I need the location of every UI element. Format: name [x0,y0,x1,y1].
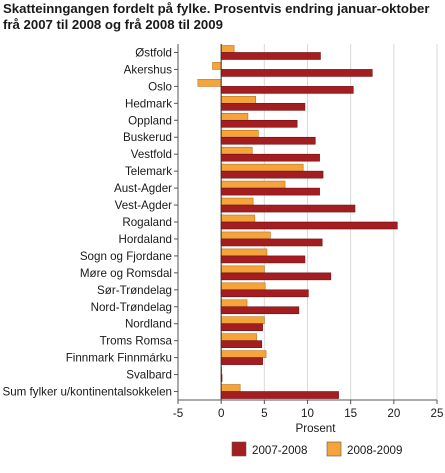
bar-2007-2008 [220,323,263,332]
x-tick-label: 20 [387,407,400,420]
legend-label: 2007-2008 [252,444,307,457]
bar-2007-2008 [220,306,300,315]
bar-2008-2009 [220,384,241,392]
category-label: Telemark [125,165,172,178]
category-label: Nordland [125,318,172,331]
category-label: Møre og Romsdal [80,267,172,280]
bar-2007-2008 [220,153,320,162]
x-tick-label: -5 [173,407,183,420]
bar-2008-2009 [220,231,271,240]
bar-2008-2009 [220,112,249,121]
bar-2008-2009 [220,316,265,325]
category-label: Buskerud [123,131,172,144]
x-axis-title: Prosent [296,422,337,435]
category-label: Akershus [124,63,173,76]
category-label: Hordaland [119,233,173,246]
category-label: Østfold [135,46,172,59]
bar-2008-2009 [220,146,253,155]
bar-2008-2009 [220,180,286,189]
category-label: Aust-Agder [114,182,172,195]
category-label: Sogn og Fjordane [80,250,172,263]
bar-2007-2008 [220,357,263,365]
x-tick-label: 0 [218,407,224,420]
x-tick-label: 25 [431,407,444,420]
bar-2007-2008 [220,221,398,230]
bar-2007-2008 [220,391,339,399]
legend-label: 2008-2009 [347,444,402,457]
axes: -5 0 5 10 15 20 25 Prosent [173,44,444,435]
category-label: Vestfold [131,148,172,161]
bar-2008-2009 [220,282,266,291]
category-label: Nord-Trøndelag [91,301,172,314]
bar-2008-2009 [220,214,256,223]
bar-2008-2009 [220,45,235,53]
category-label: Oppland [128,114,172,127]
bar-2007-2008 [220,204,356,213]
category-label: Troms Romsa [100,335,173,348]
bar-2008-2009 [220,248,268,257]
bar-2008-2009 [212,62,222,70]
bar-2007-2008 [220,238,323,247]
x-tick-label: 10 [301,407,314,420]
bar-2007-2008 [220,119,298,128]
category-labels: Østfold Akershus Oslo Hedmark Oppland Buskeru… [3,46,173,398]
category-label: Sum fylker u/kontinentalsokkelen [3,386,173,399]
bar-2007-2008 [220,86,354,94]
bar-2007-2008 [220,103,306,111]
category-label: Rogaland [122,216,172,229]
x-tick-label: 5 [261,407,267,420]
bar-2008-2009 [220,96,257,104]
bars [197,45,398,399]
category-label: Sør-Trøndelag [97,284,172,297]
chart-title: Skatteinngangen fordelt på fylke. Prosen… [3,1,430,32]
bar-2008-2009 [220,197,254,206]
bar-2007-2008 [220,255,306,264]
bar-2007-2008 [220,69,373,77]
category-label: Svalbard [126,369,172,382]
bar-2007-2008 [220,272,332,281]
category-label: Vest-Agder [115,199,172,212]
bar-2008-2009 [220,333,257,341]
category-label: Finnmark Finnmárku [66,352,172,365]
bar-2007-2008 [220,187,320,196]
legend-swatch-2008-2009 [326,441,342,457]
bar-2008-2009 [220,299,248,308]
bar-2008-2009 [220,129,259,138]
category-label: Hedmark [125,97,172,110]
bar-2008-2009 [220,265,265,274]
legend-swatch-2007-2008 [231,441,247,457]
bar-2007-2008 [220,289,309,298]
bar-2007-2008 [220,170,324,179]
category-label: Oslo [148,80,172,93]
x-tick-label: 15 [344,407,357,420]
bar-2007-2008 [220,340,263,348]
bar-2008-2009 [220,350,267,358]
bar-2007-2008 [220,136,316,145]
legend: 2007-2008 2008-2009 [231,441,402,457]
bar-2008-2009 [197,79,222,87]
bar-2007-2008 [220,52,321,60]
bar-2008-2009 [220,163,304,172]
